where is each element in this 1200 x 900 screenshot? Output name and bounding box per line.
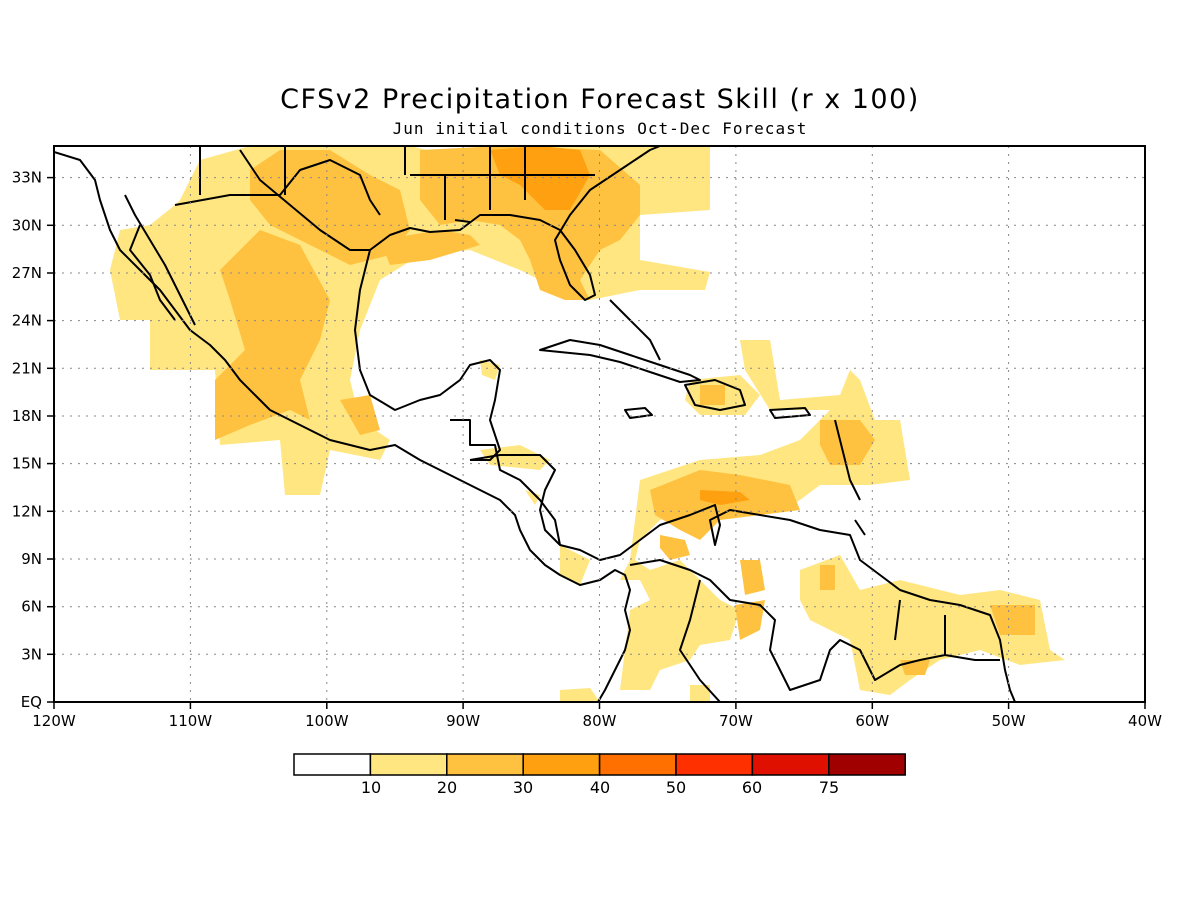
colorbar-swatch (598, 753, 677, 776)
x-tick-label: 80W (583, 712, 617, 730)
border-south-america (629, 559, 1000, 702)
y-tick-label: 33N (12, 169, 42, 187)
shade-venezuela (650, 470, 800, 540)
y-tick-label: 18N (12, 407, 42, 425)
coastline-puerto-rico (769, 407, 811, 419)
y-tick-label: 30N (12, 216, 42, 234)
colorbar-swatch (828, 753, 906, 776)
shade-venezuela-s (740, 560, 765, 595)
y-tick-label: EQ (21, 693, 42, 711)
shade-se-us (420, 146, 640, 300)
y-tick-label: 24N (12, 312, 42, 330)
coastline-caribbean-ca (469, 454, 1016, 702)
x-tick-label: 90W (446, 712, 480, 730)
coastline-hispaniola (684, 379, 746, 411)
shade-guianas (800, 555, 1065, 695)
shade-georgia (490, 146, 590, 210)
colorbar-swatch (522, 753, 601, 776)
y-tick-label: 6N (21, 598, 42, 616)
coastline-lesser-antilles (834, 419, 866, 536)
y-tick-label: 12N (12, 502, 42, 520)
shade-yucatan (340, 395, 380, 435)
colorbar-swatch (446, 753, 524, 776)
coastline-cuba (539, 339, 701, 383)
y-tick-label: 27N (12, 264, 42, 282)
shade-bahamas (480, 360, 500, 380)
map-subtitle: Jun initial conditions Oct-Dec Forecast (392, 119, 808, 138)
shade-ecuador (560, 688, 600, 702)
colorbar-label: 20 (437, 778, 457, 797)
y-tick-label: 21N (12, 359, 42, 377)
coastlines (54, 146, 1016, 702)
shade-w-mexico (215, 230, 330, 440)
shade-hispaniola-core (700, 385, 725, 405)
x-tick-label: 40W (1128, 712, 1162, 730)
shade-amazon (735, 600, 765, 640)
shade-peru-north (690, 685, 710, 702)
y-tick-label: 9N (21, 550, 42, 568)
shade-sierra (250, 150, 410, 265)
colorbar-label: 60 (742, 778, 762, 797)
map-title: CFSv2 Precipitation Forecast Skill (r x … (280, 84, 920, 115)
border-us-mexico (174, 159, 381, 216)
coastline-pacific (54, 151, 631, 702)
x-tick-label: 100W (305, 712, 349, 730)
shade-panama (560, 545, 590, 585)
colorbar-swatch (293, 753, 372, 776)
colorbar: 10 20 30 40 50 60 75 (293, 753, 906, 797)
x-tick-labels: 120W 110W 100W 90W 80W 70W 60W 50W 40W (32, 712, 1162, 730)
colorbar-label: 40 (590, 778, 610, 797)
coastline-gulf-islands (454, 219, 661, 361)
shade-venezuela-core (700, 490, 750, 505)
shade-guiana-coast (990, 605, 1035, 635)
x-tick-label: 70W (719, 712, 753, 730)
coastline-jamaica (624, 407, 653, 419)
x-tick-label: 120W (32, 712, 76, 730)
colorbar-label: 10 (361, 778, 381, 797)
colorbar-swatch (369, 753, 448, 776)
colorbar-swatch (751, 753, 830, 776)
x-tick-label: 60W (855, 712, 889, 730)
grid-lines (54, 146, 1145, 702)
colorbar-swatch (675, 753, 754, 776)
border-us-states (199, 146, 595, 220)
colorbar-label: 50 (666, 778, 686, 797)
y-tick-label: 15N (12, 455, 42, 473)
colorbar-label: 75 (819, 778, 839, 797)
shade-nicaragua-islet (525, 490, 540, 505)
colorbar-label: 30 (513, 778, 533, 797)
shade-colombia (660, 535, 690, 560)
shade-guiana-inland (820, 565, 835, 590)
x-tick-label: 110W (169, 712, 213, 730)
y-tick-labels: EQ 3N 6N 9N 12N 15N 18N 21N 24N 27N 30N … (12, 169, 42, 711)
y-tick-label: 3N (21, 645, 42, 663)
skill-shading (110, 146, 1065, 702)
coastline-baja (124, 194, 196, 326)
x-tick-label: 50W (992, 712, 1026, 730)
shade-antilles-core (820, 420, 875, 465)
axis-ticks (47, 176, 1146, 709)
shade-gulf-coast (380, 230, 480, 265)
border-central-america (450, 419, 561, 546)
coastline-texas-mexico (354, 249, 501, 461)
